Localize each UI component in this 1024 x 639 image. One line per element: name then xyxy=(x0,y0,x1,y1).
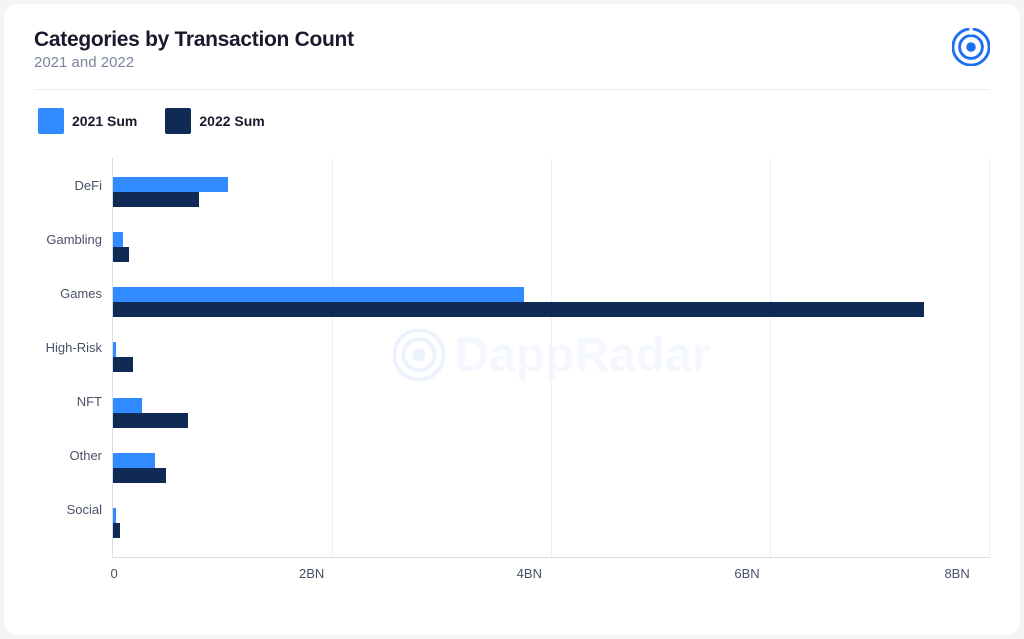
legend-swatch xyxy=(38,108,64,134)
bar xyxy=(113,398,142,413)
category-group xyxy=(113,223,990,271)
chart-card: Categories by Transaction Count 2021 and… xyxy=(4,4,1020,635)
y-axis-label: NFT xyxy=(77,377,102,425)
bar xyxy=(113,287,524,302)
x-axis-tick: 4BN xyxy=(517,560,542,581)
y-axis-label: Games xyxy=(60,269,102,317)
bar xyxy=(113,247,129,262)
legend: 2021 Sum 2022 Sum xyxy=(34,108,990,134)
y-axis-labels: DeFi Gambling Games High-Risk NFT Other Social xyxy=(34,158,112,558)
x-axis-tick: 2BN xyxy=(299,560,324,581)
header-divider xyxy=(34,89,990,90)
category-group xyxy=(113,333,990,381)
category-group xyxy=(113,444,990,492)
bars-container xyxy=(113,158,990,557)
category-group xyxy=(113,499,990,547)
legend-label: 2022 Sum xyxy=(199,113,264,129)
bar xyxy=(113,468,166,483)
category-group xyxy=(113,389,990,437)
legend-item: 2022 Sum xyxy=(165,108,264,134)
header-text-block: Categories by Transaction Count 2021 and… xyxy=(34,28,354,71)
bar xyxy=(113,523,120,538)
legend-label: 2021 Sum xyxy=(72,113,137,129)
bar xyxy=(113,192,199,207)
x-axis-labels: 0 2BN 4BN 6BN 8BN xyxy=(112,560,990,581)
x-axis-tick: 6BN xyxy=(734,560,759,581)
category-group xyxy=(113,168,990,216)
legend-item: 2021 Sum xyxy=(38,108,137,134)
bar xyxy=(113,232,123,247)
bar xyxy=(113,413,188,428)
dappradar-logo-icon xyxy=(952,28,990,66)
header-row: Categories by Transaction Count 2021 and… xyxy=(34,28,990,71)
chart-subtitle: 2021 and 2022 xyxy=(34,54,354,71)
bar xyxy=(113,342,116,357)
plot-area: DappRadar xyxy=(112,158,990,558)
bar xyxy=(113,177,228,192)
y-axis-label: DeFi xyxy=(75,161,102,209)
y-axis-label: Social xyxy=(67,485,102,533)
bar xyxy=(113,508,116,523)
y-axis-label: High-Risk xyxy=(46,323,102,371)
x-axis-tick: 8BN xyxy=(944,560,969,581)
bar xyxy=(113,453,155,468)
category-group xyxy=(113,278,990,326)
y-axis-label: Gambling xyxy=(46,215,102,263)
bar xyxy=(113,357,133,372)
bar xyxy=(113,302,924,317)
y-axis-label: Other xyxy=(69,431,102,479)
chart-title: Categories by Transaction Count xyxy=(34,28,354,52)
x-axis-tick: 0 xyxy=(111,560,118,581)
legend-swatch xyxy=(165,108,191,134)
chart-area: DeFi Gambling Games High-Risk NFT Other Social… xyxy=(34,158,990,558)
